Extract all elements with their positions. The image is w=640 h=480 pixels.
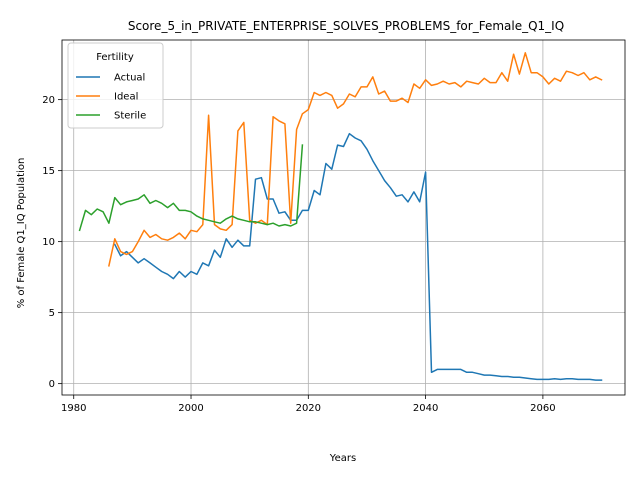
- x-tick-label: 2000: [178, 403, 203, 414]
- legend-box: [67, 42, 164, 129]
- y-tick-label: 20: [42, 95, 55, 106]
- legend-label-ideal: Ideal: [114, 92, 138, 103]
- x-tick-label: 2040: [413, 403, 438, 414]
- y-tick-label: 5: [49, 308, 55, 319]
- legend-title: Fertility: [96, 52, 134, 63]
- y-tick-label: 15: [42, 166, 55, 177]
- legend: Fertility Actual Ideal Sterile: [67, 42, 164, 129]
- legend-label-sterile: Sterile: [114, 111, 146, 122]
- series-line-actual: [113, 132, 603, 381]
- x-tick-label: 1980: [61, 403, 86, 414]
- legend-items: Actual Ideal Sterile: [76, 73, 146, 122]
- legend-label-actual: Actual: [114, 73, 145, 84]
- axis-ticks: 1980 2000 2020 2040 2060 0 5 10 15 20: [42, 95, 555, 414]
- x-tick-label: 2060: [530, 403, 555, 414]
- chart-title: Score_5_in_PRIVATE_ENTERPRISE_SOLVES_PRO…: [128, 19, 564, 33]
- y-tick-label: 0: [49, 379, 55, 390]
- y-axis-label: % of Female Q1_IQ Population: [16, 158, 27, 309]
- series-line-sterile: [78, 144, 304, 232]
- series-line-ideal: [108, 52, 603, 267]
- plot-frame: [61, 39, 626, 396]
- series-layer: [78, 52, 603, 381]
- x-axis-label: Years: [329, 453, 356, 464]
- x-tick-label: 2020: [296, 403, 321, 414]
- grid-lines: [62, 40, 625, 395]
- y-tick-label: 10: [42, 237, 55, 248]
